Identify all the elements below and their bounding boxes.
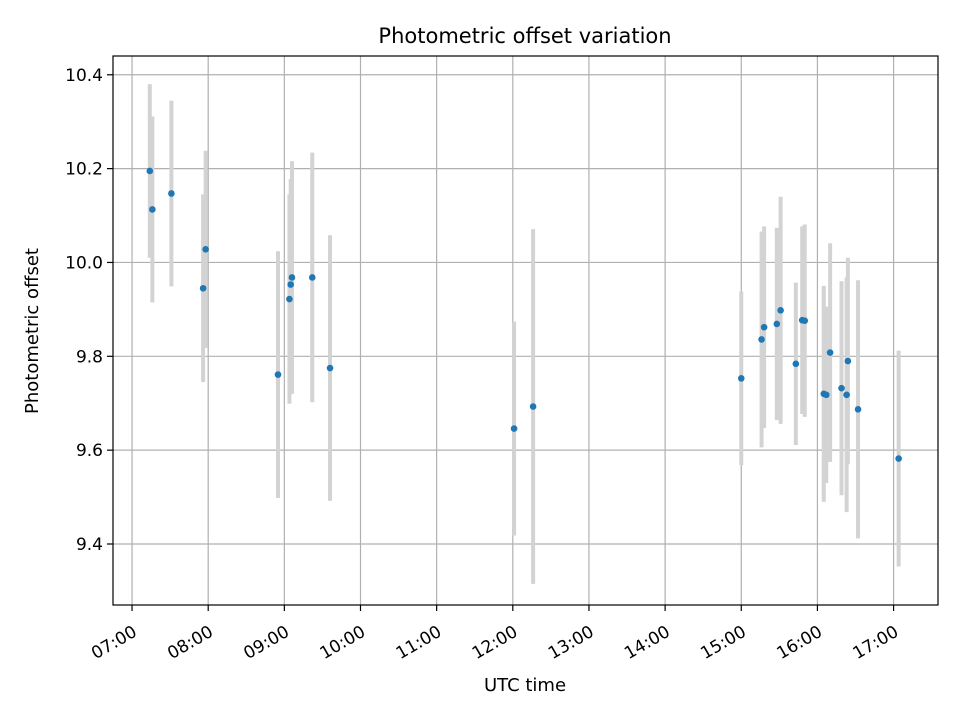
x-tick-label: 14:00 — [621, 622, 673, 664]
y-tick-label: 9.8 — [76, 347, 103, 367]
data-point — [823, 391, 830, 399]
data-point — [168, 190, 175, 197]
x-tick-label: 16:00 — [773, 622, 825, 664]
x-tick-label: 09:00 — [240, 622, 292, 664]
x-tick-label: 13:00 — [545, 622, 597, 664]
x-tick-label: 10:00 — [317, 622, 369, 664]
data-point — [510, 425, 518, 432]
data-point — [274, 371, 282, 378]
data-point — [149, 206, 156, 213]
x-tick-label: 07:00 — [88, 622, 140, 664]
x-tick-label: 08:00 — [164, 622, 216, 664]
data-point — [529, 403, 537, 410]
grid-lines — [113, 56, 938, 605]
y-tick-label: 9.6 — [76, 441, 103, 461]
data-point — [854, 406, 862, 413]
data-point — [326, 364, 334, 372]
y-tick-label: 9.4 — [76, 535, 103, 555]
data-point — [826, 349, 834, 356]
data-point — [308, 274, 316, 281]
data-point — [777, 307, 784, 314]
data-point — [801, 317, 809, 324]
data-point — [843, 391, 850, 399]
y-tick-label: 10.2 — [65, 160, 103, 180]
x-axis-ticks: 07:00 08:00 09:00 10:00 11:00 12:00 13:00 14:00… — [88, 605, 902, 664]
x-tick-label: 15:00 — [697, 622, 749, 664]
x-axis-title: UTC time — [484, 675, 566, 696]
data-point — [760, 323, 768, 331]
data-point — [844, 357, 852, 365]
x-tick-label: 12:00 — [469, 622, 521, 664]
y-axis-title: Photometric offset — [22, 248, 43, 414]
data-point — [773, 320, 781, 328]
y-tick-label: 10.0 — [65, 253, 103, 273]
y-tick-label: 10.4 — [65, 66, 103, 86]
data-point — [146, 167, 154, 175]
plot-frame — [112, 55, 939, 606]
data-point — [838, 384, 845, 392]
data-point — [202, 246, 209, 253]
x-tick-label: 11:00 — [393, 622, 445, 664]
data-point — [895, 455, 902, 462]
chart-title: Photometric offset variation — [378, 24, 671, 48]
data-point — [199, 284, 207, 292]
y-axis-ticks: 9.4 9.6 9.8 10.0 10.2 10.4 — [65, 66, 113, 555]
error-bars — [147, 84, 901, 584]
data-point — [792, 360, 800, 368]
data-point — [288, 274, 296, 281]
data-point — [286, 295, 293, 303]
data-point — [287, 281, 294, 288]
data-point — [737, 375, 745, 382]
data-points — [146, 167, 902, 462]
x-tick-label: 17:00 — [850, 622, 902, 664]
data-point — [758, 336, 765, 343]
